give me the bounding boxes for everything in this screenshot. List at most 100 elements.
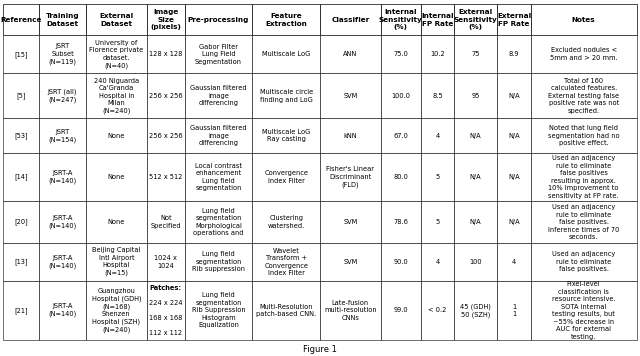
Bar xyxy=(497,153,531,201)
Text: Feature
Extraction: Feature Extraction xyxy=(265,13,307,26)
Bar xyxy=(39,35,86,73)
Text: Figure 1: Figure 1 xyxy=(303,345,337,354)
Text: Wavelet
Transform +
Convergence
Index Filter: Wavelet Transform + Convergence Index Fi… xyxy=(264,248,308,276)
Text: None: None xyxy=(108,174,125,180)
Bar xyxy=(39,201,86,243)
Bar xyxy=(420,118,454,153)
Text: JSRT-A
(N=140): JSRT-A (N=140) xyxy=(49,303,77,318)
Text: [5]: [5] xyxy=(17,93,26,99)
Bar xyxy=(185,201,252,243)
Text: 4: 4 xyxy=(435,132,440,138)
Text: University of
Florence private
dataset.
(N=40): University of Florence private dataset. … xyxy=(89,40,143,69)
Bar xyxy=(531,118,637,153)
Text: 4: 4 xyxy=(512,259,516,265)
Text: Classifier: Classifier xyxy=(332,17,369,23)
Text: 1024 x
1024: 1024 x 1024 xyxy=(154,255,177,269)
Text: Used an adjacency
rule to eliminate
false positives.: Used an adjacency rule to eliminate fals… xyxy=(552,251,615,272)
Text: 5: 5 xyxy=(435,219,440,225)
Bar xyxy=(3,4,39,35)
Bar xyxy=(497,281,531,340)
Text: 112 x 112: 112 x 112 xyxy=(149,330,182,336)
Bar xyxy=(320,243,381,281)
Text: JSRT
Subset
(N=119): JSRT Subset (N=119) xyxy=(49,43,77,65)
Bar xyxy=(86,153,147,201)
Bar xyxy=(381,35,420,73)
Text: JSRT-A
(N=140): JSRT-A (N=140) xyxy=(49,255,77,269)
Text: [15]: [15] xyxy=(14,51,28,58)
Text: 8.5: 8.5 xyxy=(432,93,443,99)
Text: 10.2: 10.2 xyxy=(430,51,445,57)
Text: [14]: [14] xyxy=(14,174,28,180)
Text: N/A: N/A xyxy=(508,93,520,99)
Bar xyxy=(497,4,531,35)
Text: Multiscale LoG: Multiscale LoG xyxy=(262,51,310,57)
Bar xyxy=(420,201,454,243)
Bar xyxy=(454,243,497,281)
Bar xyxy=(497,73,531,118)
Bar xyxy=(531,243,637,281)
Bar xyxy=(185,73,252,118)
Bar xyxy=(147,35,185,73)
Bar xyxy=(454,35,497,73)
Text: Internal
FP Rate: Internal FP Rate xyxy=(421,13,454,26)
Bar xyxy=(185,4,252,35)
Text: SVM: SVM xyxy=(343,93,358,99)
Bar xyxy=(252,201,320,243)
Text: Beijing Capital
Intl Airport
Hospital
(N=15): Beijing Capital Intl Airport Hospital (N… xyxy=(92,247,141,276)
Text: 8.9: 8.9 xyxy=(509,51,519,57)
Bar xyxy=(454,4,497,35)
Bar xyxy=(454,118,497,153)
Text: 75.0: 75.0 xyxy=(394,51,408,57)
Text: JSRT-A
(N=140): JSRT-A (N=140) xyxy=(49,215,77,229)
Text: External
FP Rate: External FP Rate xyxy=(497,13,531,26)
Bar xyxy=(497,35,531,73)
Text: N/A: N/A xyxy=(508,219,520,225)
Text: Lung field
segmentation
Rib Suppression
Histogram
Equalization: Lung field segmentation Rib Suppression … xyxy=(192,292,245,329)
Text: 45 (GDH)
50 (SZH): 45 (GDH) 50 (SZH) xyxy=(460,303,491,318)
Bar xyxy=(420,35,454,73)
Text: < 0.2: < 0.2 xyxy=(428,308,447,313)
Text: External
Sensitivity
(%): External Sensitivity (%) xyxy=(454,9,497,30)
Text: kNN: kNN xyxy=(344,132,357,138)
Text: 99.0: 99.0 xyxy=(394,308,408,313)
Text: N/A: N/A xyxy=(508,132,520,138)
Bar xyxy=(420,153,454,201)
Text: 168 x 168: 168 x 168 xyxy=(149,315,182,321)
Bar xyxy=(39,4,86,35)
Text: Multi-Resolution
patch-based CNN.: Multi-Resolution patch-based CNN. xyxy=(256,304,316,317)
Text: 80.0: 80.0 xyxy=(394,174,408,180)
Text: 256 x 256: 256 x 256 xyxy=(149,132,182,138)
Text: 67.0: 67.0 xyxy=(394,132,408,138)
Bar xyxy=(252,73,320,118)
Bar xyxy=(3,73,39,118)
Text: ANN: ANN xyxy=(343,51,358,57)
Text: SVM: SVM xyxy=(343,219,358,225)
Bar xyxy=(420,243,454,281)
Text: Total of 160
calculated features.
External testing false
positive rate was not
s: Total of 160 calculated features. Extern… xyxy=(548,78,620,114)
Bar xyxy=(252,4,320,35)
Text: [20]: [20] xyxy=(14,219,28,225)
Text: Gaussian filtered
image
differencing: Gaussian filtered image differencing xyxy=(190,125,247,146)
Text: Convergence
Index Filter: Convergence Index Filter xyxy=(264,170,308,184)
Bar xyxy=(381,243,420,281)
Text: Not
Specified: Not Specified xyxy=(150,215,181,229)
Text: 4: 4 xyxy=(435,259,440,265)
Bar xyxy=(320,118,381,153)
Bar xyxy=(420,281,454,340)
Bar xyxy=(252,243,320,281)
Bar xyxy=(39,73,86,118)
Bar xyxy=(185,153,252,201)
Text: 5: 5 xyxy=(435,174,440,180)
Text: Fisher's Linear
Discriminant
(FLD): Fisher's Linear Discriminant (FLD) xyxy=(326,166,374,188)
Bar xyxy=(381,118,420,153)
Text: Patches:: Patches: xyxy=(150,285,182,291)
Text: Lung field
segmentation
Rib suppression: Lung field segmentation Rib suppression xyxy=(192,251,245,272)
Bar xyxy=(420,4,454,35)
Bar xyxy=(3,243,39,281)
Text: Lung field
segmentation
Morphological
operations and: Lung field segmentation Morphological op… xyxy=(193,208,244,236)
Text: 95: 95 xyxy=(472,93,480,99)
Text: 128 x 128: 128 x 128 xyxy=(149,51,182,57)
Bar xyxy=(454,201,497,243)
Text: [53]: [53] xyxy=(14,132,28,139)
Bar xyxy=(3,118,39,153)
